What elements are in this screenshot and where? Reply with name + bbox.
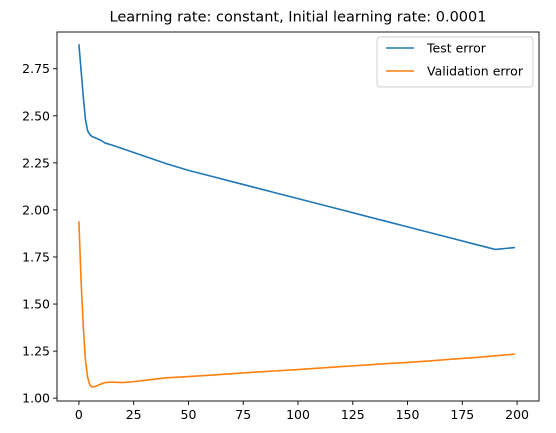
y-tick-label: 1.50 (22, 297, 50, 312)
chart-title: Learning rate: constant, Initial learnin… (110, 10, 487, 26)
y-tick-label: 2.50 (22, 108, 50, 123)
x-tick-label: 50 (181, 407, 197, 422)
series-line-test-error (78, 44, 515, 251)
x-tick-label: 75 (235, 407, 251, 422)
y-tick-label: 1.00 (22, 391, 50, 406)
y-axis-ticks: 1.00 1.25 1.50 1.75 2.00 2.25 2.50 2.75 (22, 61, 57, 406)
legend: Test error Validation error (376, 36, 534, 88)
x-tick-label: 100 (286, 407, 310, 422)
y-tick-label: 2.00 (22, 202, 50, 217)
plot-frame (56, 31, 540, 402)
x-tick-label: 25 (126, 407, 142, 422)
y-tick-label: 2.25 (22, 155, 50, 170)
x-tick-label: 0 (75, 407, 83, 422)
x-tick-label: 125 (341, 407, 365, 422)
x-tick-label: 150 (396, 407, 420, 422)
y-tick-label: 1.25 (22, 344, 50, 359)
x-tick-label: 175 (450, 407, 474, 422)
legend-label-test-error: Test error (426, 41, 487, 56)
y-tick-label: 1.75 (22, 249, 50, 264)
series-line-validation-error (78, 221, 515, 388)
x-axis-ticks: 0 25 50 75 100 125 150 175 200 (75, 401, 529, 422)
series-layer (78, 44, 515, 388)
y-tick-label: 2.75 (22, 61, 50, 76)
x-tick-label: 200 (505, 407, 529, 422)
legend-box (376, 36, 534, 88)
legend-label-validation-error: Validation error (427, 64, 524, 79)
